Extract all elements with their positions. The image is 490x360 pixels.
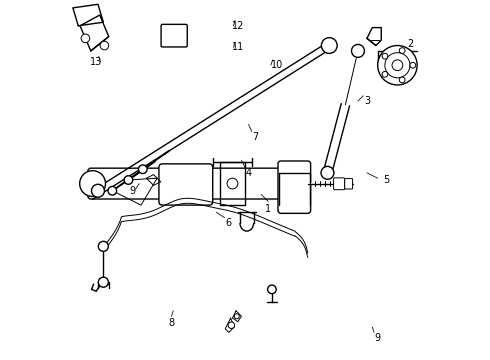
Circle shape: [98, 241, 108, 251]
Circle shape: [139, 165, 147, 174]
Circle shape: [98, 277, 108, 287]
Text: 8: 8: [169, 319, 174, 328]
Text: 9: 9: [129, 186, 135, 196]
Circle shape: [228, 322, 235, 328]
Circle shape: [100, 41, 109, 50]
Circle shape: [108, 186, 117, 195]
FancyBboxPatch shape: [159, 164, 213, 205]
Circle shape: [378, 45, 417, 85]
Circle shape: [80, 171, 105, 197]
Circle shape: [234, 314, 239, 319]
Text: 10: 10: [271, 60, 283, 70]
Circle shape: [81, 34, 90, 42]
Text: 12: 12: [232, 21, 244, 31]
Circle shape: [385, 53, 410, 78]
Circle shape: [92, 184, 104, 197]
FancyBboxPatch shape: [278, 161, 311, 213]
Text: 2: 2: [407, 39, 413, 49]
FancyBboxPatch shape: [334, 178, 344, 190]
Circle shape: [321, 38, 337, 53]
Circle shape: [392, 60, 403, 71]
Circle shape: [321, 166, 334, 179]
Circle shape: [382, 53, 388, 59]
Circle shape: [399, 77, 405, 83]
Circle shape: [124, 176, 133, 184]
Circle shape: [382, 71, 388, 77]
Text: 4: 4: [245, 168, 252, 178]
Circle shape: [268, 285, 276, 294]
Text: 9: 9: [375, 333, 381, 343]
Circle shape: [399, 48, 405, 53]
Text: 1: 1: [265, 204, 271, 214]
FancyBboxPatch shape: [161, 24, 187, 47]
Text: 3: 3: [364, 96, 370, 106]
Text: 11: 11: [232, 42, 244, 52]
Circle shape: [351, 44, 365, 57]
Text: 6: 6: [226, 218, 232, 228]
Text: 7: 7: [253, 132, 259, 142]
Text: 5: 5: [384, 175, 390, 185]
Circle shape: [410, 62, 416, 68]
FancyBboxPatch shape: [344, 179, 353, 189]
Circle shape: [227, 178, 238, 189]
FancyBboxPatch shape: [88, 168, 302, 199]
Text: 13: 13: [90, 57, 102, 67]
